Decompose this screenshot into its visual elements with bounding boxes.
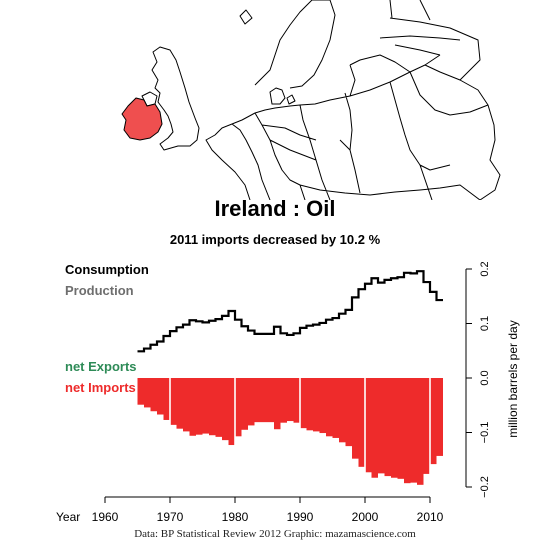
net-imports-bar <box>339 378 346 443</box>
x-tick-label: 1980 <box>222 510 249 524</box>
net-imports-bar <box>313 378 320 432</box>
map-scandinavia <box>239 0 336 89</box>
legend-consumption: Consumption <box>65 262 149 277</box>
chart-subtitle: 2011 imports decreased by 10.2 % <box>169 232 381 247</box>
legend-net-imports: net Imports <box>65 380 136 395</box>
net-imports-bar <box>163 378 170 420</box>
legend-net-exports: net Exports <box>65 359 137 374</box>
net-imports-bar <box>274 378 281 430</box>
net-imports-bar <box>235 378 242 437</box>
net-imports-bar <box>248 378 255 426</box>
net-imports-bar <box>326 378 333 437</box>
net-imports-bar <box>280 378 287 423</box>
net-imports-bar <box>352 378 359 459</box>
y-axis-title: million barrels per day <box>506 320 520 437</box>
x-axis: 1960 1970 1980 1990 2000 2010 <box>92 496 444 524</box>
map-great-britain <box>151 46 200 151</box>
net-imports-bar <box>170 378 177 425</box>
y-tick-label: −0.2 <box>479 476 491 498</box>
consumption-line <box>137 270 443 353</box>
net-imports-bar <box>436 378 443 456</box>
net-imports-bar <box>209 378 216 436</box>
europe-map <box>121 0 501 200</box>
net-imports-bar <box>417 378 424 485</box>
net-imports-bar <box>215 378 222 437</box>
net-imports-bar <box>241 378 248 430</box>
net-imports-bars <box>137 378 443 493</box>
net-imports-bar <box>345 378 352 447</box>
data-credit: Data: BP Statistical Review 2012 Graphic… <box>134 528 416 540</box>
net-imports-bar <box>306 378 313 431</box>
net-imports-bar <box>365 378 372 473</box>
net-imports-bar <box>371 378 378 478</box>
x-tick-label: 2010 <box>417 510 444 524</box>
net-imports-bar <box>293 378 300 423</box>
net-imports-bar <box>332 378 339 438</box>
x-tick-label: 1960 <box>92 510 119 524</box>
net-imports-bar <box>378 378 385 474</box>
net-imports-bar <box>430 378 437 465</box>
x-axis-title: Year <box>56 510 80 524</box>
net-imports-bar <box>157 378 164 415</box>
x-tick-label: 2000 <box>352 510 379 524</box>
net-imports-bar <box>183 378 190 432</box>
y-tick-label: 0.2 <box>479 261 491 276</box>
net-imports-bar <box>144 378 151 408</box>
y-tick-label: 0.0 <box>479 370 491 385</box>
chart-title: Ireland : Oil <box>214 196 336 221</box>
y-axis: 0.2 0.1 0.0 −0.1 −0.2 <box>465 261 491 498</box>
net-imports-bar <box>261 378 268 423</box>
net-imports-bar <box>202 378 209 434</box>
net-imports-bar <box>397 378 404 479</box>
net-imports-bar <box>150 378 157 412</box>
map-continent <box>205 0 501 200</box>
legend: Consumption Production net Exports net I… <box>65 262 149 395</box>
net-imports-bar <box>287 378 294 422</box>
legend-production: Production <box>65 283 134 298</box>
net-imports-bar <box>384 378 391 477</box>
net-imports-bar <box>423 378 430 474</box>
net-imports-bar <box>391 378 398 478</box>
net-imports-bar <box>254 378 261 423</box>
x-tick-label: 1990 <box>287 510 314 524</box>
net-imports-bar <box>176 378 183 429</box>
net-imports-bar <box>267 378 274 423</box>
net-imports-bar <box>404 378 411 484</box>
map-ireland <box>121 97 163 141</box>
net-imports-bar <box>410 378 417 483</box>
net-imports-bar <box>228 378 235 446</box>
net-imports-bar <box>358 378 365 467</box>
x-tick-label: 1970 <box>157 510 184 524</box>
map-denmark <box>269 87 296 105</box>
net-imports-bar <box>319 378 326 434</box>
net-imports-bar <box>196 378 203 435</box>
net-imports-bar <box>137 378 144 405</box>
net-imports-bar <box>222 378 229 441</box>
net-imports-bar <box>189 378 196 436</box>
net-imports-bar <box>300 378 307 429</box>
y-tick-label: −0.1 <box>479 422 491 444</box>
y-tick-label: 0.1 <box>479 316 491 331</box>
